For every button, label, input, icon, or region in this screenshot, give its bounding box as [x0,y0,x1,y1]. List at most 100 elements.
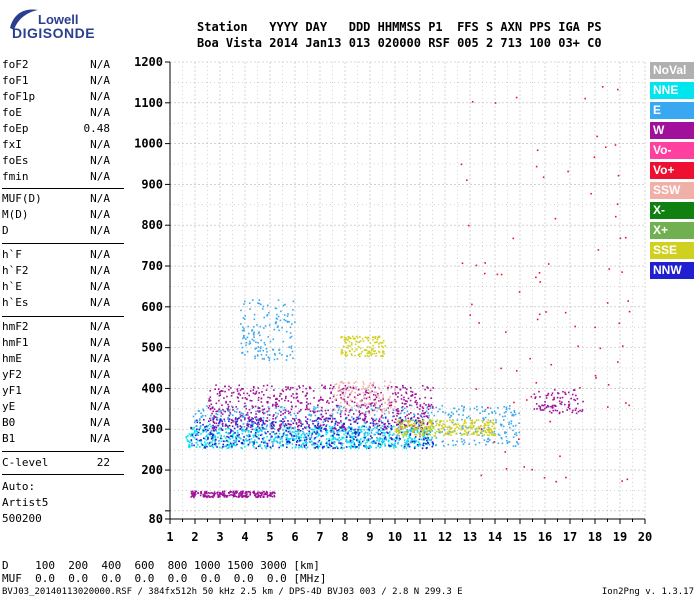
data-point [332,427,334,430]
data-point [500,367,502,370]
data-point [450,411,453,414]
data-point [390,445,393,448]
data-point [234,495,236,497]
data-point [299,402,302,404]
data-point [420,421,423,423]
data-point [294,446,297,449]
data-point [308,408,310,411]
data-point [357,432,359,434]
data-point [201,429,204,431]
data-point [582,400,584,403]
data-point [357,394,359,397]
data-point [407,397,410,400]
data-point [239,428,242,430]
dot-cluster-nnw [190,417,435,450]
data-point [288,437,291,440]
data-point [219,492,222,494]
data-point [314,425,317,427]
data-point [236,429,239,432]
data-point [447,432,450,435]
data-point [274,433,276,436]
data-point [260,346,262,348]
data-point [350,430,352,433]
data-point [473,422,476,424]
data-point [401,421,403,423]
data-point [377,430,380,432]
data-point [204,414,207,417]
data-point [415,426,418,429]
data-point [232,442,235,445]
data-point [373,401,375,404]
data-point [193,493,195,496]
data-point [259,494,261,497]
data-point [265,389,268,391]
data-point [351,354,353,356]
data-point [247,495,250,498]
data-point [246,434,248,437]
data-point [357,428,359,431]
data-point [298,385,300,387]
data-point [376,338,379,341]
data-point [407,445,410,448]
data-point [263,437,265,439]
data-point [229,443,231,446]
data-point [463,420,466,423]
data-point [331,409,334,412]
data-point [223,440,226,443]
data-point [365,421,368,424]
data-point [263,493,265,496]
data-point [275,436,277,438]
x-tick-label: 19 [613,530,627,544]
data-point [419,427,422,429]
data-point [408,435,411,438]
data-point [194,420,197,422]
dot-cluster-ssw [333,380,396,415]
data-point [282,340,285,343]
data-point [376,439,378,442]
data-point [263,327,265,329]
data-point [406,425,409,427]
data-point [278,432,281,435]
data-point [348,425,350,428]
data-point [353,396,356,398]
data-point [343,338,346,341]
data-point [326,429,329,432]
data-point [252,386,255,389]
data-point [323,445,325,448]
data-point [208,400,210,402]
data-point [510,411,512,414]
data-point [482,410,484,413]
data-point [203,438,206,440]
data-point [364,445,366,447]
data-point [316,424,319,427]
data-point [428,420,431,423]
data-point [409,420,411,422]
data-point [400,444,403,447]
data-point [358,444,360,446]
data-point [345,446,348,448]
data-point [388,401,391,404]
data-point [197,439,199,442]
data-point [210,430,213,432]
data-point [240,387,243,390]
data-point [212,421,215,424]
data-point [245,414,247,416]
data-point [230,494,232,496]
data-point [419,443,422,446]
data-point [218,442,220,445]
data-point [279,420,281,422]
data-point [395,418,397,421]
data-point [289,411,292,414]
data-point [326,432,329,434]
data-point [253,443,255,445]
data-point [363,421,366,424]
data-point [380,355,382,357]
data-point [275,432,278,435]
data-point [581,409,584,411]
data-point [545,311,547,313]
data-point [273,494,276,497]
data-point [255,390,258,393]
data-point [289,430,291,432]
data-point [274,492,276,495]
data-point [259,428,262,431]
